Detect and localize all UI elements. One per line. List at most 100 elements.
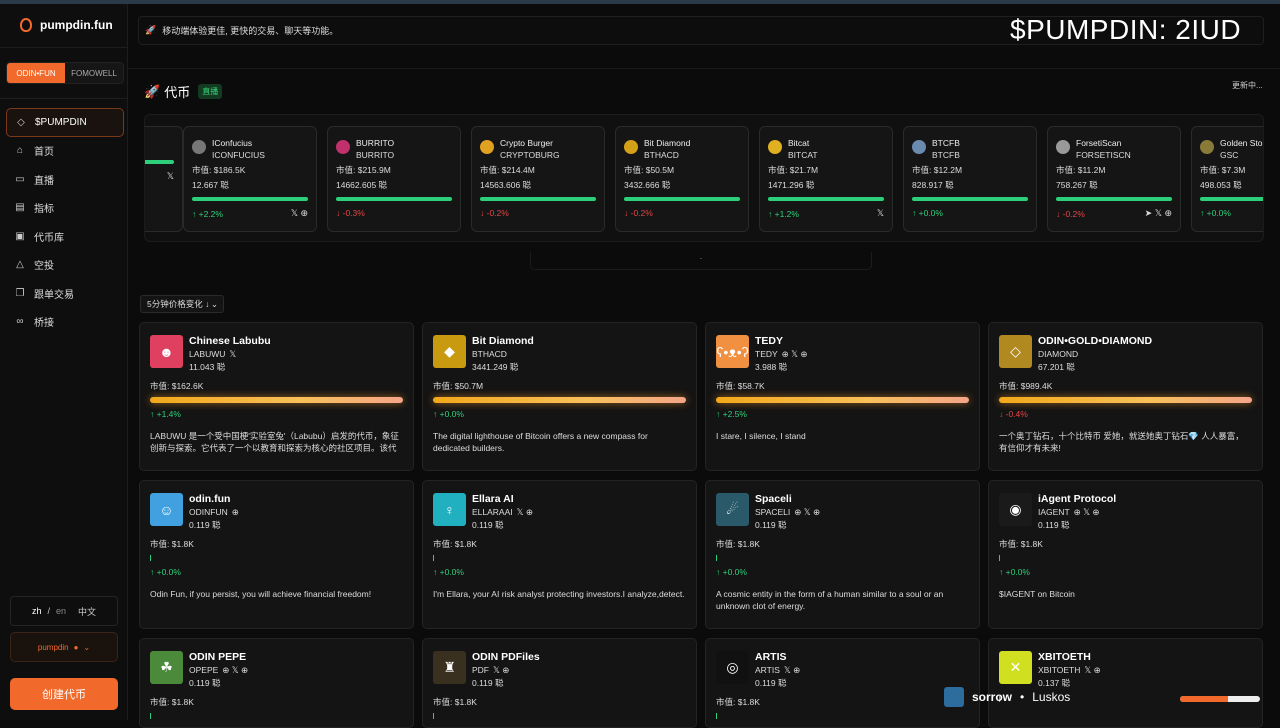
chevron-down-icon: ⌄ (210, 298, 218, 309)
token-card[interactable]: ◉ iAgent Protocol IAGENT ⊕ 𝕏 ⊕ 0.119 聪市值: $1… (988, 480, 1263, 629)
ticker-card[interactable]: 𝕏 (145, 126, 183, 232)
language-switch[interactable]: zh / en 中文 (10, 596, 118, 626)
token-symbol: LABUWU (189, 349, 226, 359)
carousel-pager[interactable]: . (530, 252, 872, 270)
social-icons[interactable]: ⊕ 𝕏 ⊕ (781, 349, 808, 359)
progress-bar (1180, 696, 1260, 702)
social-icons[interactable]: 𝕏 ⊕ (493, 665, 510, 675)
bonding-progress-bar (716, 555, 717, 561)
social-icons[interactable]: 𝕏 ⊕ (290, 208, 308, 218)
token-avatar: ☻ (150, 335, 183, 368)
token-card[interactable]: ☺ odin.fun ODINFUN ⊕ 0.119 聪市值: $1.8K ↑ +0.0%… (139, 480, 414, 629)
token-card[interactable]: ◆ Bit Diamond BTHACD 3441.249 聪市值: $50.7M ↑ … (422, 322, 697, 471)
ticker-name: Crypto Burger (500, 138, 553, 148)
sidebar-item-copy-trading[interactable]: ❐ 跟单交易 (6, 279, 124, 308)
home-icon: ⌂ (16, 145, 24, 157)
sidebar-item-bridge[interactable]: ∞ 桥接 (6, 308, 124, 337)
market-cap: 市值: $1.8K (716, 697, 760, 707)
token-description: LABUWU 是一个受中国梗'实验室兔'（Labubu）启发的代币，象征创新与探… (150, 431, 399, 453)
social-icons[interactable]: ⊕ (231, 507, 239, 517)
ticker-card[interactable]: Bitcat BITCAT 市值: $21.7M 1471.296 聪 ↑ +1.2% 𝕏 (759, 126, 893, 232)
sidebar-item-label: 桥接 (34, 318, 54, 330)
ticker-holders: 12.667 聪 (192, 180, 229, 190)
ticker-name: Bit Diamond (644, 138, 691, 148)
card-info: Ellara AI ELLARAAI 𝕏 ⊕ 0.119 聪 (472, 493, 533, 532)
lang-en[interactable]: en (56, 606, 67, 616)
ticker-holders: 3432.666 聪 (624, 180, 671, 190)
social-icons[interactable]: 𝕏 (229, 349, 237, 359)
token-holders: 67.201 聪 (1038, 362, 1075, 372)
token-holders: 0.119 聪 (189, 678, 221, 688)
social-icons[interactable]: ⊕ 𝕏 ⊕ (222, 665, 249, 675)
token-symbol: IAGENT (1038, 507, 1070, 517)
token-card[interactable]: ♀ Ellara AI ELLARAAI 𝕏 ⊕ 0.119 聪市值: $1.8K ↑ +… (422, 480, 697, 629)
card-info: ODIN PEPE OPEPE ⊕ 𝕏 ⊕ 0.119 聪 (189, 651, 248, 690)
ticker-card[interactable]: ForsetiScan FORSETISCN 市值: $11.2M 758.267 聪… (1047, 126, 1181, 232)
copy-icon: ❐ (15, 287, 25, 299)
ticker-name: ForsetiScan (1076, 138, 1122, 148)
create-token-button[interactable]: 创建代币 (10, 678, 118, 710)
price-change: ↓ -0.4% (999, 409, 1028, 419)
ticker-card[interactable]: IConfucius ICONFUCIUS 市值: $186.5K 12.667 聪 ↑… (183, 126, 317, 232)
sidebar-item-metrics[interactable]: ▤ 指标 (6, 194, 124, 223)
ticker-progress-bar (145, 160, 174, 164)
ticker-head (145, 137, 174, 154)
token-card[interactable]: ☘ ODIN PEPE OPEPE ⊕ 𝕏 ⊕ 0.119 聪市值: $1.8K (139, 638, 414, 728)
footer-user: sorrow (972, 690, 1013, 704)
ticker-change: ↓ -0.2% (480, 208, 509, 218)
token-avatar: ♀ (433, 493, 466, 526)
ticker-head: Bitcat BITCAT (768, 137, 884, 161)
social-icons[interactable]: 𝕏 ⊕ (783, 665, 801, 675)
token-card[interactable]: ◇ ODIN•GOLD•DIAMOND DIAMOND 67.201 聪市值: $98… (988, 322, 1263, 471)
lang-slash: / (47, 606, 50, 616)
token-card[interactable]: ✕ XBITOETH XBITOETH 𝕏 ⊕ 0.137 聪 (988, 638, 1263, 728)
sort-select[interactable]: 5分钟价格变化 ↓ ⌄ (140, 295, 224, 313)
tab-fomowell[interactable]: FOMOWELL (65, 63, 123, 83)
social-icons[interactable]: 𝕏 (876, 208, 884, 218)
ticker-footer: ↑ +1.2% 𝕏 (768, 208, 884, 219)
chart-icon: ▤ (15, 202, 25, 214)
sidebar-item-home[interactable]: ⌂ 首页 (6, 137, 124, 166)
social-icons[interactable]: ⊕ 𝕏 ⊕ (1073, 507, 1100, 517)
token-description: Odin Fun, if you persist, you will achie… (150, 589, 372, 599)
token-ticker-carousel[interactable]: 𝕏 IConfucius ICONFUCIUS 市值: $186.5K 12.667 聪… (144, 114, 1264, 242)
token-description: The digital lighthouse of Bitcoin offers… (433, 431, 648, 453)
sidebar-item-live[interactable]: ▭ 直播 (6, 165, 124, 194)
token-card[interactable]: ☄ Spaceli SPACELI ⊕ 𝕏 ⊕ 0.119 聪市值: $1.8K ↑ +0… (705, 480, 980, 629)
ticker-card[interactable]: Bit Diamond BTHACD 市值: $50.5M 3432.666 聪 ↓ -… (615, 126, 749, 232)
token-card[interactable]: ʕ•ᴥ•ʔ TEDY TEDY ⊕ 𝕏 ⊕ 3.988 聪市值: $58.7K ↑ +2.… (705, 322, 980, 471)
social-icons[interactable]: 𝕏 ⊕ (516, 507, 533, 517)
platform-switch[interactable]: ODIN•FUN FOMOWELL (6, 62, 124, 84)
wallet-button[interactable]: pumpdin ● ⌄ (10, 632, 118, 662)
tab-odin-fun[interactable]: ODIN•FUN (7, 63, 65, 83)
app-name: pumpdin.fun (40, 18, 113, 32)
ticker-names: ForsetiScan FORSETISCN (1076, 137, 1131, 161)
ticker-card[interactable]: BTCFB BTCFB 市值: $12.2M 828.917 聪 ↑ +0.0% (903, 126, 1037, 232)
token-card[interactable]: ◎ ARTIS ARTIS 𝕏 ⊕ 0.119 聪市值: $1.8K (705, 638, 980, 728)
footer-dot: • (1020, 690, 1025, 704)
ticker-card[interactable]: Crypto Burger CRYPTOBURG 市值: $214.4M 14563.… (471, 126, 605, 232)
social-icons[interactable]: 𝕏 ⊕ (1084, 665, 1101, 675)
card-info: XBITOETH XBITOETH 𝕏 ⊕ 0.137 聪 (1038, 651, 1101, 690)
sidebar-item-token-vault[interactable]: ▣ 代币库 (6, 222, 124, 251)
social-icons[interactable]: ⊕ 𝕏 ⊕ (794, 507, 821, 517)
app-logo[interactable]: pumpdin.fun (20, 18, 113, 32)
ticker-card[interactable]: Golden Sto GSC 市值: $7.3M 498.053 聪 ↑ +0.0% (1191, 126, 1263, 232)
social-icons[interactable]: 𝕏 (166, 171, 174, 181)
live-badge: 直播 (198, 84, 223, 99)
card-head: ☻ Chinese Labubu LABUWU 𝕏 11.043 聪 (150, 335, 403, 374)
divider (0, 47, 128, 48)
social-icons[interactable]: ➤ 𝕏 ⊕ (1144, 208, 1172, 218)
token-avatar: ◆ (433, 335, 466, 368)
token-avatar: ☄ (716, 493, 749, 526)
diamond-icon: ◇ (17, 116, 25, 128)
token-symbol: PDF (472, 665, 489, 675)
ticker-card[interactable]: BURRITO BURRITO 市值: $215.9M 14662.605 聪 ↓ -0… (327, 126, 461, 232)
token-card[interactable]: ♜ ODIN PDFiles PDF 𝕏 ⊕ 0.119 聪市值: $1.8K (422, 638, 697, 728)
token-card[interactable]: ☻ Chinese Labubu LABUWU 𝕏 11.043 聪市值: $162.6… (139, 322, 414, 471)
token-name: XBITOETH (1038, 651, 1091, 663)
sidebar: pumpdin.fun ODIN•FUN FOMOWELL ◇ $PUMPDIN … (0, 4, 128, 720)
sidebar-item-pumpdin[interactable]: ◇ $PUMPDIN (6, 108, 124, 137)
lang-zh[interactable]: zh (31, 606, 42, 616)
sidebar-item-airdrop[interactable]: △ 空投 (6, 251, 124, 280)
